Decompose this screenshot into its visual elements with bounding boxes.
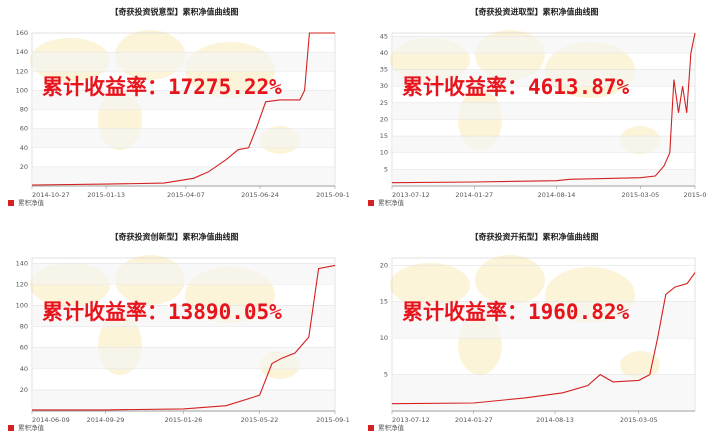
band — [392, 69, 695, 87]
chart-panel: 20 40 60 80 100 120 140 160 2014-10-27 2015-01-13… — [8, 7, 349, 207]
y-tick-label: 25 — [380, 99, 388, 107]
y-tick-label: 15 — [380, 132, 388, 140]
band — [32, 128, 335, 148]
y-tick-label: 15 — [380, 298, 388, 306]
legend-label: 累积净值 — [18, 198, 45, 207]
x-tick-label: 2014-01-27 — [455, 191, 493, 199]
y-tick-label: 30 — [380, 82, 388, 90]
line-series — [391, 32, 696, 184]
legend-swatch — [8, 425, 14, 431]
chart-title: 【奇获投资进取型】累积净值曲线图 — [471, 7, 599, 17]
y-tick-label: 100 — [16, 301, 28, 309]
y-tick-label: 160 — [16, 29, 28, 37]
legend-swatch — [8, 200, 14, 206]
y-tick-label: 60 — [20, 125, 28, 133]
chart-panel: 5 10 15 20 2013-07-12 2014-01-27 2014-08-13 201… — [368, 232, 696, 432]
x-tick-label: 2014-08-14 — [538, 191, 576, 199]
y-tick-label: 20 — [380, 115, 388, 123]
y-tick-label: 5 — [384, 371, 388, 379]
x-tick-label: 2015-03-05 — [620, 416, 658, 424]
x-tick-label: 2013-07-12 — [392, 191, 430, 199]
x-tick-label: 2014-08-13 — [536, 416, 574, 424]
y-tick-label: 40 — [20, 144, 28, 152]
chart-panel: 20 40 60 80 100 120 140 2014-06-09 2014-09-29 201… — [8, 232, 349, 432]
band — [32, 305, 335, 327]
band — [392, 301, 695, 339]
x-tick-label: 2015-06-24 — [241, 191, 279, 199]
x-tick-label: 2014-09-29 — [87, 416, 125, 424]
annotation: 累计收益率：17275.22% — [42, 75, 282, 99]
y-tick-label: 20 — [20, 386, 28, 394]
band — [392, 374, 695, 411]
band — [32, 52, 335, 72]
band — [392, 169, 695, 186]
y-tick-label: 80 — [20, 323, 28, 331]
band — [32, 263, 335, 285]
x-tick-label: 2014-01-27 — [455, 416, 493, 424]
chart-panel: 5 10 15 20 25 30 35 40 45 2013-07-12 2014-01-27 201… — [368, 7, 707, 207]
y-tick-label: 80 — [20, 106, 28, 114]
x-tick-label: 2015-01-13 — [87, 191, 125, 199]
annotation: 累计收益率：13890.05% — [42, 300, 282, 324]
y-tick-label: 45 — [380, 32, 388, 40]
chart-title: 【奇获投资锐意型】累积净值曲线图 — [111, 7, 239, 17]
x-tick-label: 2014-10-27 — [32, 191, 70, 199]
line-series — [31, 32, 335, 186]
map-decoration — [475, 255, 545, 305]
x-tick-label: 2015-09-14 — [316, 416, 349, 424]
legend-swatch — [368, 200, 374, 206]
band — [32, 389, 335, 411]
line-series — [391, 272, 696, 405]
band — [392, 136, 695, 153]
y-tick-label: 10 — [380, 334, 388, 342]
x-tick-label: 2015-0 — [683, 191, 706, 199]
band — [392, 36, 695, 53]
y-tick-label: 20 — [380, 261, 388, 269]
legend-label: 累积净值 — [378, 198, 405, 207]
y-tick-label: 120 — [16, 280, 28, 288]
band — [32, 90, 335, 110]
band — [392, 102, 695, 120]
x-tick-label: 2014-06-09 — [32, 416, 70, 424]
annotation: 累计收益率：1960.82% — [402, 300, 630, 324]
annotation: 累计收益率：4613.87% — [402, 75, 630, 99]
chart-title: 【奇获投资开拓型】累积净值曲线图 — [471, 232, 599, 242]
y-tick-label: 40 — [20, 365, 28, 373]
y-tick-label: 40 — [380, 49, 388, 57]
y-tick-label: 60 — [20, 344, 28, 352]
y-tick-label: 5 — [384, 165, 388, 173]
band — [32, 347, 335, 369]
x-tick-label: 2015-01-26 — [165, 416, 203, 424]
x-tick-label: 2015-04-07 — [167, 191, 205, 199]
legend-swatch — [368, 425, 374, 431]
x-tick-label: 2015-05-22 — [241, 416, 279, 424]
line-series — [32, 264, 336, 411]
y-tick-label: 140 — [16, 48, 28, 56]
y-tick-label: 20 — [20, 163, 28, 171]
y-tick-label: 10 — [380, 149, 388, 157]
x-tick-label: 2015-03-05 — [622, 191, 660, 199]
y-tick-label: 100 — [16, 86, 28, 94]
legend-label: 累积净值 — [18, 423, 45, 432]
x-tick-label: 2013-07-12 — [392, 416, 430, 424]
y-tick-label: 35 — [380, 66, 388, 74]
y-tick-label: 140 — [16, 259, 28, 267]
y-tick-label: 120 — [16, 67, 28, 75]
chart-title: 【奇获投资创新型】累积净值曲线图 — [111, 232, 239, 242]
x-tick-label: 2015-09-11 — [316, 191, 349, 199]
band — [32, 166, 335, 186]
legend-label: 累积净值 — [378, 423, 405, 432]
map-decoration — [390, 263, 470, 307]
